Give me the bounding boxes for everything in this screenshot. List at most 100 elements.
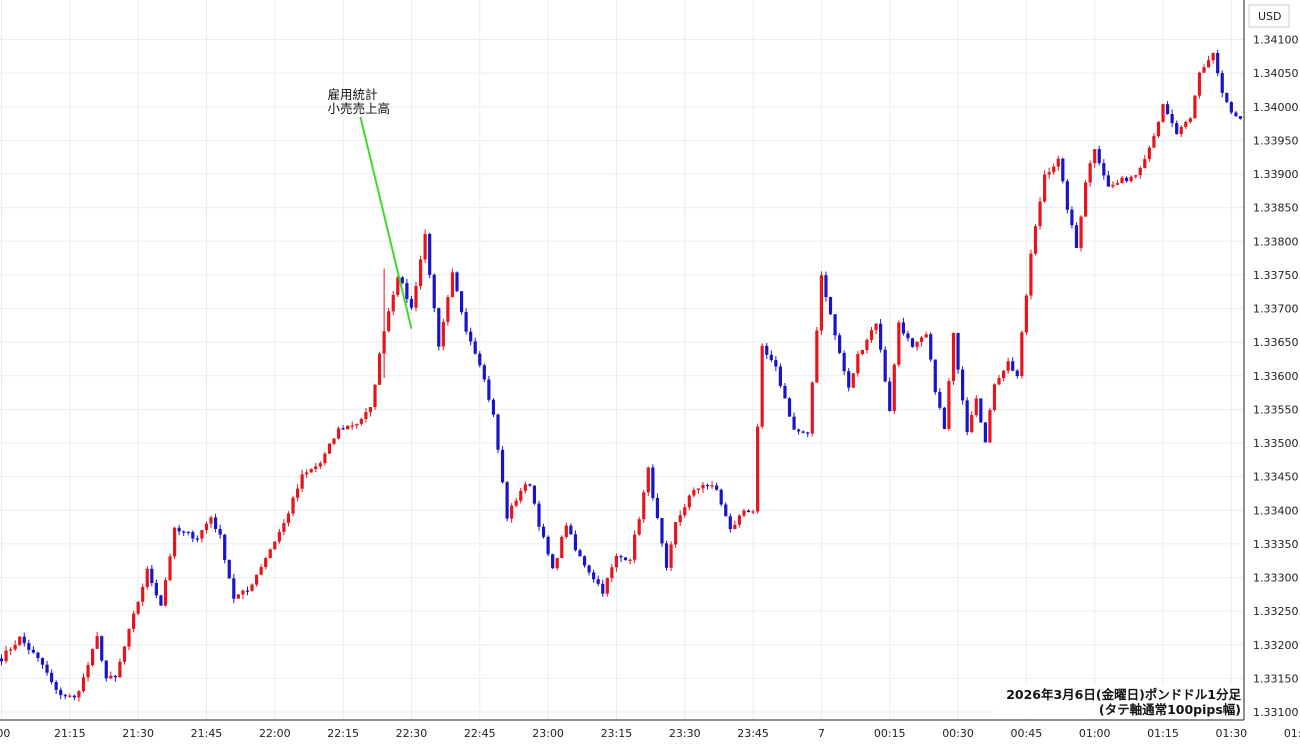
candle-down	[1070, 209, 1074, 226]
candle-up	[295, 488, 300, 498]
candle-up	[141, 586, 145, 602]
candle-down	[36, 652, 40, 659]
candle-up	[1115, 183, 1120, 185]
time-tick-label: 01:00	[1079, 727, 1111, 740]
candle-down	[933, 359, 937, 393]
candle-up	[291, 497, 295, 514]
candle-up	[382, 331, 386, 354]
time-tick-label: 21:45	[191, 727, 223, 740]
candle-down	[1061, 158, 1065, 182]
candle-up	[1193, 95, 1197, 119]
candle-down	[765, 345, 769, 355]
candle-up	[327, 443, 332, 454]
candle-down	[27, 643, 31, 650]
candle-up	[364, 412, 368, 419]
candle-down	[651, 467, 655, 498]
candle-down	[746, 510, 751, 513]
candle-up	[751, 511, 755, 513]
candle-up	[1042, 174, 1047, 202]
candle-up	[1052, 166, 1056, 173]
candle-down	[54, 682, 58, 690]
price-axis[interactable]: USD 1.34100 1.34050 1.34000 1.33950 1.33900 1…	[1243, 0, 1300, 745]
candle-down	[405, 283, 409, 299]
candle-up	[1134, 175, 1138, 177]
candle-up	[1020, 332, 1024, 377]
candle-up	[286, 513, 291, 524]
candle-up	[109, 675, 113, 679]
candle-down	[1011, 361, 1015, 371]
candle-up	[377, 353, 382, 385]
candle-up	[742, 510, 746, 516]
candle-down	[787, 398, 792, 417]
price-tick-label: 1.33950	[1253, 134, 1299, 147]
price-tick-label: 1.33800	[1253, 235, 1299, 248]
candle-up	[391, 294, 395, 312]
candle-down	[464, 312, 468, 332]
candle-up	[1088, 163, 1092, 183]
candle-down	[655, 497, 660, 519]
candle-down	[1238, 116, 1243, 119]
time-tick-label: 23:30	[669, 727, 701, 740]
candle-down	[901, 322, 905, 334]
candle-down	[1170, 114, 1174, 124]
candle-down	[728, 516, 732, 530]
candle-down	[195, 538, 199, 540]
candle-down	[213, 517, 218, 529]
price-tick-label: 1.33900	[1253, 168, 1299, 181]
candle-down	[1216, 52, 1220, 74]
candle-down	[0, 658, 4, 662]
candle-up	[874, 323, 878, 331]
candle-up	[200, 530, 204, 539]
price-tick-label: 1.33100	[1253, 706, 1299, 719]
candle-down	[883, 349, 887, 382]
candle-down	[582, 556, 587, 566]
candle-up	[136, 601, 140, 614]
candle-down	[888, 381, 892, 411]
candle-up	[692, 490, 696, 496]
price-tick-label: 1.33750	[1253, 269, 1299, 282]
candle-up	[18, 636, 22, 645]
candles	[0, 49, 1243, 702]
candle-up	[1029, 253, 1033, 296]
candle-down	[1225, 92, 1229, 103]
price-axis-background	[1244, 0, 1300, 745]
time-tick-label: 7	[818, 727, 825, 740]
candle-up	[1129, 176, 1133, 182]
candle-up	[387, 311, 391, 332]
candle-up	[13, 644, 17, 650]
candle-down	[541, 526, 546, 537]
candle-up	[1093, 149, 1097, 164]
time-axis[interactable]: :00 21:15 21:30 21:45 22:00 22:15 22:30 22:45 23…	[0, 719, 1300, 745]
candle-down	[22, 636, 26, 644]
candle-up	[733, 524, 737, 530]
time-tick-label: 22:45	[464, 727, 496, 740]
candle-down	[1229, 102, 1233, 113]
candle-down	[956, 332, 960, 370]
time-tick-label: 22:15	[327, 727, 359, 740]
time-tick-label: 23:45	[737, 727, 769, 740]
candle-down	[1234, 112, 1238, 117]
candle-down	[719, 489, 723, 505]
candle-down	[31, 649, 35, 653]
candle-up	[368, 407, 373, 413]
candle-down	[104, 660, 108, 679]
candle-up	[273, 541, 277, 550]
candle-down	[50, 672, 54, 683]
candle-down	[1175, 123, 1179, 135]
candle-up	[869, 330, 874, 340]
candle-down	[455, 272, 459, 292]
candle-up	[1152, 136, 1156, 148]
time-tick-label: 01:30	[1215, 727, 1247, 740]
candle-down	[833, 314, 837, 336]
candle-down	[1124, 177, 1129, 182]
caption-background	[994, 684, 1244, 718]
candle-down	[537, 503, 541, 527]
candle-down	[191, 532, 195, 539]
candle-up	[810, 382, 814, 434]
price-tick-label: 1.33350	[1253, 538, 1299, 551]
candle-up	[118, 661, 122, 678]
candle-down	[783, 385, 787, 399]
candle-up	[1024, 295, 1028, 333]
